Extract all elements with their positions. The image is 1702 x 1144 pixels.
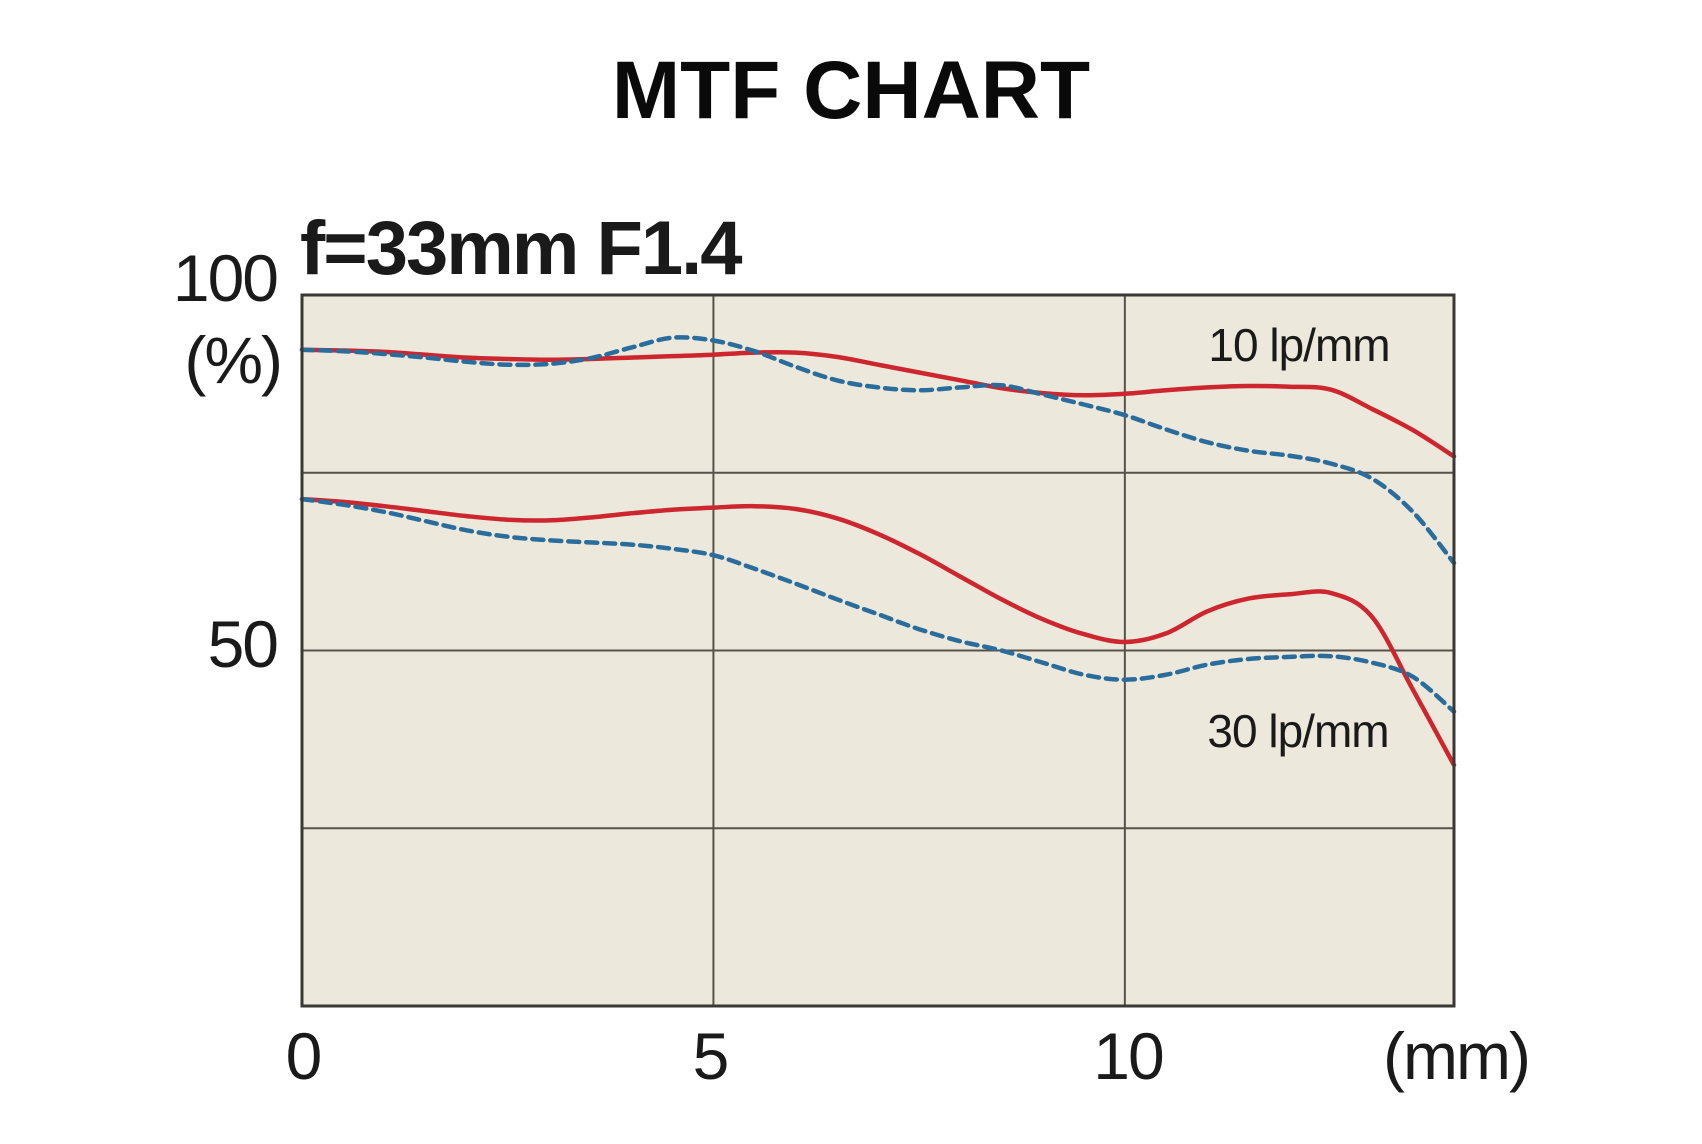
curve-10lpmm-dashed [299,335,1457,566]
y-axis-tick-100: 100 [172,241,279,315]
curve-30lpmm-dashed [299,496,1457,714]
y-axis-tick-50: 50 [207,607,279,681]
curve-30lpmm-solid [299,496,1457,768]
x-axis-unit-label: (mm) [1383,1019,1531,1093]
lens-spec-label: f=33mm F1.4 [300,206,743,291]
series-label-10lpmm: 10 lp/mm [1208,319,1390,371]
x-axis-tick-0: 0 [285,1019,323,1093]
x-axis-tick-10: 10 [1093,1019,1164,1093]
curve-10lpmm-solid [299,347,1457,459]
page-title: MTF CHART [611,45,1091,136]
plot-border [300,293,1456,1008]
series-label-30lpmm: 30 lp/mm [1207,705,1389,757]
y-axis-unit-label: (%) [184,323,283,397]
x-axis-tick-5: 5 [692,1019,730,1093]
